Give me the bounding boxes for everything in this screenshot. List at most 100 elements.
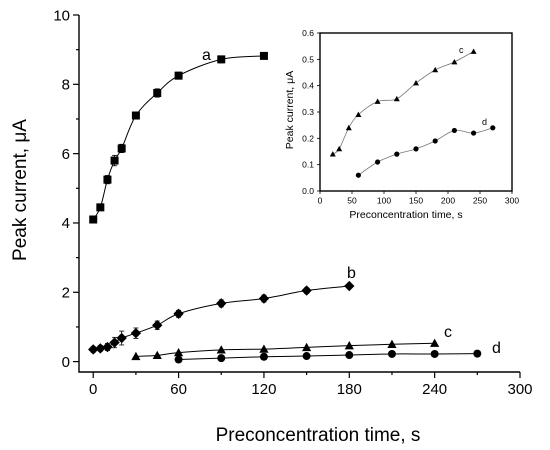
- inset-frame: [319, 32, 513, 192]
- main-axes-lines: [78, 15, 520, 373]
- main-y-axis-label: Peak current, μA: [10, 119, 31, 261]
- inset-series-c-point: [470, 48, 477, 54]
- inset-y-tick-label: 0.6: [302, 28, 314, 38]
- inset-series-d-point: [490, 125, 496, 131]
- main-y-tick-label: 10: [53, 7, 70, 24]
- inset-series-c-point: [355, 111, 362, 118]
- main-y-tick-label: 4: [62, 215, 70, 232]
- inset-x-tick-label: 300: [505, 196, 519, 206]
- inset-series-c-point: [374, 98, 381, 104]
- main-x-tick-label: 240: [422, 381, 447, 398]
- main-series-d-point: [302, 352, 311, 361]
- inset-series-c-point: [413, 80, 419, 86]
- main-series-b-point: [88, 344, 99, 355]
- inset-series-c-point: [345, 124, 352, 131]
- main-series-a-point: [131, 111, 140, 120]
- inset-x-tick-label: 100: [377, 196, 391, 206]
- main-series-b-line: [93, 285, 350, 350]
- main-series-b-point: [216, 298, 227, 309]
- main-series-a-point: [153, 88, 162, 97]
- main-series-d-point: [430, 349, 439, 358]
- inset-series-c-point: [451, 58, 458, 65]
- main-series-d-point: [345, 351, 354, 360]
- inset-y-tick-label: 0.4: [302, 81, 314, 91]
- inset-y-tick-label: 0.2: [302, 133, 314, 143]
- main-series-b-point: [344, 280, 355, 292]
- inset-x-tick-label: 0: [318, 196, 323, 206]
- main-series-d-point: [387, 349, 396, 358]
- inset-x-tick-label: 250: [473, 196, 487, 206]
- main-series-a-point: [117, 144, 126, 153]
- main-series-b-point: [173, 308, 184, 319]
- main-series-b-point: [116, 332, 127, 344]
- main-plot-area: 0 60 120 180 240 300 0 2 4 6 8 10: [53, 7, 532, 398]
- inset-series-c-point: [329, 151, 336, 157]
- inset-series-c-point: [393, 95, 400, 102]
- inset-series-c-line: [332, 51, 474, 155]
- main-y-tick-label: 6: [62, 146, 70, 163]
- main-series-b-point: [95, 343, 106, 354]
- inset-y-tick-label: 0.0: [302, 186, 314, 196]
- main-x-tick-label: 300: [507, 381, 532, 398]
- inset-y-tick-label: 0.5: [302, 54, 314, 64]
- main-x-tick-label: 0: [89, 381, 97, 398]
- main-series-group: [88, 51, 482, 364]
- main-series-d-point: [473, 349, 482, 358]
- main-series-c-point: [259, 344, 269, 353]
- main-series-a-point: [217, 55, 226, 64]
- main-series-a-point: [110, 156, 119, 165]
- main-series-a-line: [92, 55, 264, 220]
- main-series-d-point: [259, 352, 268, 361]
- inset-series-label-c: c: [459, 45, 464, 55]
- inset-series-d-point: [471, 130, 477, 136]
- main-series-d-point: [174, 355, 183, 364]
- inset-y-tick-label: 0.3: [302, 107, 314, 117]
- inset-y-axis-label: Peak current, μA: [284, 71, 296, 149]
- inset-series-d-point: [451, 127, 457, 134]
- main-y-tick-label: 2: [62, 285, 70, 302]
- main-x-tick-label: 120: [251, 381, 276, 398]
- main-x-axis-label: Preconcentration time, s: [216, 425, 421, 446]
- main-series-c-point: [344, 341, 354, 350]
- main-series-a-point: [174, 71, 183, 80]
- inset-x-tick-label: 200: [441, 196, 455, 206]
- main-series-c-point: [152, 350, 162, 360]
- main-series-c-point: [430, 338, 440, 347]
- series-label-b: b: [347, 265, 356, 282]
- inset-series-d-point: [394, 151, 400, 157]
- main-series-a-point: [96, 203, 105, 212]
- series-label-d: d: [492, 340, 501, 357]
- inset-series-c-point: [432, 66, 439, 73]
- inset-series-c-point: [336, 145, 343, 152]
- main-series-d-point: [217, 354, 226, 363]
- main-series-c-point: [216, 345, 226, 354]
- main-y-tick-label: 8: [62, 77, 70, 94]
- main-y-tick-label: 0: [62, 354, 70, 371]
- main-series-c-point: [173, 347, 184, 357]
- main-series-b-point: [258, 293, 270, 304]
- inset-plot-area: 0 50 100 150 200 250 300 0.0 0.1 0.2 0.3 0.4 0.5 0.6: [302, 28, 519, 206]
- main-series-b-point: [152, 320, 163, 331]
- main-series-a-point: [89, 215, 98, 224]
- inset-x-tick-label: 150: [409, 196, 423, 206]
- main-series-b-point: [130, 327, 142, 339]
- inset-series-label-d: d: [482, 117, 487, 127]
- main-series-c-point: [302, 342, 312, 352]
- inset-series-group: [329, 48, 496, 178]
- main-series-a-point: [259, 51, 268, 60]
- inset-series-d-point: [413, 146, 419, 152]
- main-series-b-point: [102, 341, 113, 353]
- main-series-b-point: [109, 337, 120, 348]
- inset-x-tick-label: 50: [347, 196, 357, 206]
- series-label-c: c: [444, 324, 452, 341]
- inset-series-d-point: [432, 138, 438, 144]
- main-series-a-point: [103, 175, 112, 184]
- main-series-c-point: [387, 339, 397, 348]
- main-x-tick-label: 180: [337, 381, 362, 398]
- inset-series-d-point: [375, 159, 381, 165]
- main-series-b-point: [301, 285, 312, 296]
- main-x-tick-label: 60: [170, 381, 187, 398]
- main-series-c-point: [131, 351, 141, 361]
- series-label-a: a: [202, 47, 211, 64]
